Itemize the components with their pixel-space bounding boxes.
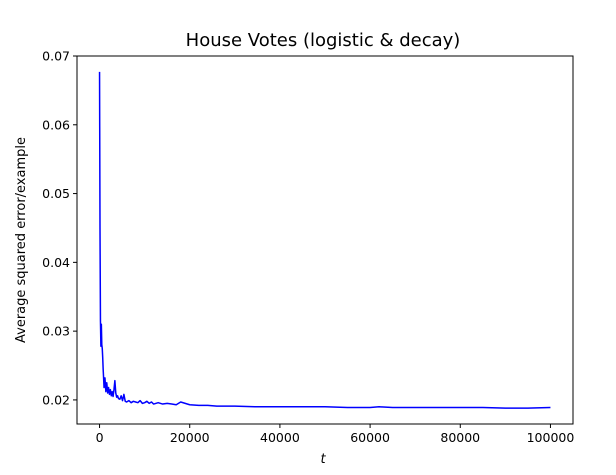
y-axis: 0.02 0.03 0.04 0.05 0.06 0.07 [42,49,77,407]
x-tick-label: 80000 [440,430,480,445]
y-tick-label: 0.06 [42,117,70,132]
x-tick-label: 0 [96,430,104,445]
y-axis-label: Average squared error/example [14,137,29,343]
x-tick-label: 40000 [260,430,300,445]
x-axis-label: t [320,452,326,467]
x-tick-label: 100000 [527,430,575,445]
series-layer [98,71,551,409]
y-tick-label: 0.05 [42,186,70,201]
y-tick-label: 0.07 [42,49,70,64]
y-tick-label: 0.03 [42,324,70,339]
x-tick-label: 20000 [170,430,210,445]
chart-title: House Votes (logistic & decay) [186,30,461,51]
y-tick-label: 0.04 [42,255,70,270]
plot-frame [76,55,574,425]
y-tick-label: 0.02 [42,392,70,407]
series-line [98,71,551,409]
x-tick-label: 60000 [350,430,390,445]
x-axis: 0 20000 40000 60000 80000 100000 [96,424,575,445]
